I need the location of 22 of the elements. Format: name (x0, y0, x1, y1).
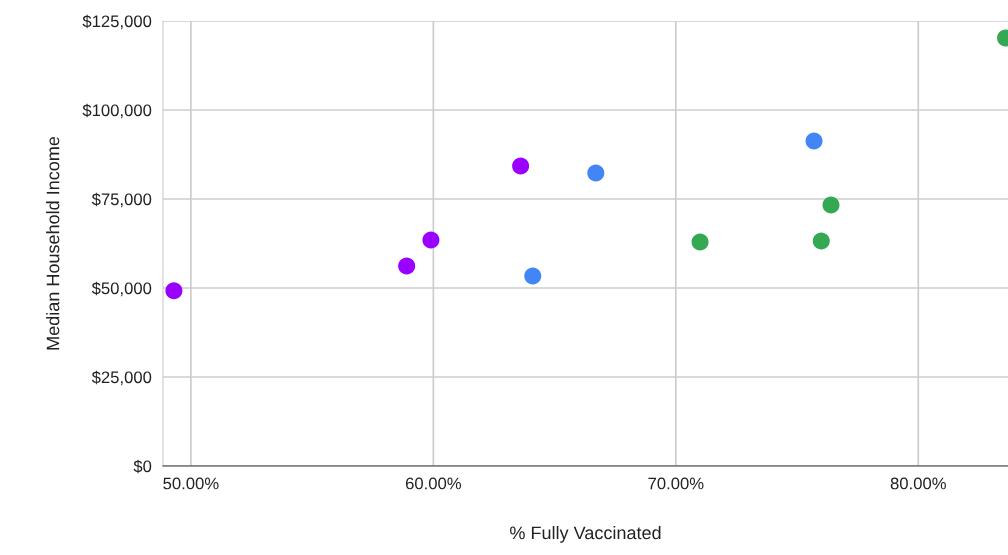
point (524, 267, 542, 285)
y-tick-label: $0 (133, 459, 152, 474)
x-tick-label: 80.00% (890, 477, 946, 490)
y-tick-label: $50,000 (91, 281, 152, 297)
y-tick-label: $125,000 (82, 14, 152, 30)
point (822, 196, 840, 214)
point (398, 257, 416, 275)
y-tick-label: $75,000 (91, 192, 152, 208)
y-axis-title: Median Household Income (46, 136, 60, 350)
point (805, 132, 823, 150)
x-tick-label: 70.00% (648, 477, 704, 490)
point (422, 231, 440, 249)
point (512, 157, 530, 175)
x-tick-label: 50.00% (163, 477, 219, 490)
point (812, 232, 830, 250)
point (587, 164, 605, 182)
y-tick-label: $25,000 (91, 370, 152, 386)
y-tick-label: $100,000 (82, 103, 152, 119)
point (691, 233, 709, 251)
point (165, 282, 183, 300)
x-axis-title: % Fully Vaccinated (510, 525, 661, 543)
x-tick-label: 60.00% (405, 477, 462, 490)
